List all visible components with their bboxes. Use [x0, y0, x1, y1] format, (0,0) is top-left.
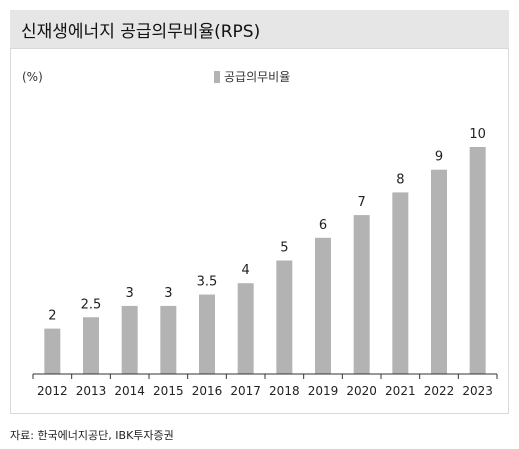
- category-label-2018: 2018: [269, 384, 300, 398]
- category-label-2022: 2022: [424, 384, 455, 398]
- value-label-2019: 6: [319, 218, 327, 233]
- bar-2022: [431, 169, 447, 374]
- category-labels-group: 2012 2013 2014 2015 2016 2017 2018 2019 2020 2021…: [37, 384, 493, 398]
- category-label-2017: 2017: [230, 384, 261, 398]
- value-label-2020: 7: [358, 195, 366, 210]
- value-label-2012: 2: [48, 309, 56, 324]
- category-label-2021: 2021: [385, 384, 416, 398]
- bar-2016: [199, 294, 215, 374]
- value-label-2016: 3.5: [197, 275, 218, 290]
- value-label-2021: 8: [396, 172, 404, 187]
- category-label-2023: 2023: [462, 384, 493, 398]
- bar-2020: [353, 215, 370, 374]
- value-label-2014: 3: [126, 286, 134, 301]
- title-bar: 신재생에너지 공급의무비율(RPS): [10, 10, 509, 48]
- value-label-2013: 2.5: [81, 297, 102, 312]
- bars-group: [44, 147, 486, 374]
- category-label-2012: 2012: [37, 384, 68, 398]
- value-labels-group: 2 2.5 3 3 3.5 4 5 6 7 8 9 10: [48, 127, 486, 324]
- y-unit-label: (%): [22, 70, 43, 84]
- value-label-2015: 3: [164, 286, 172, 301]
- legend: 공급의무비율: [214, 68, 290, 85]
- value-label-2022: 9: [435, 150, 443, 165]
- legend-swatch: [214, 70, 220, 83]
- category-label-2014: 2014: [114, 384, 145, 398]
- bar-2017: [237, 283, 254, 374]
- category-label-2020: 2020: [346, 384, 377, 398]
- x-ticks-group: [32, 374, 498, 379]
- category-label-2013: 2013: [76, 384, 107, 398]
- value-label-2023: 10: [469, 127, 486, 142]
- bar-2023: [469, 147, 486, 374]
- bar-2021: [392, 192, 409, 374]
- value-label-2017: 4: [242, 263, 250, 278]
- legend-label: 공급의무비율: [224, 70, 291, 84]
- bar-2015: [160, 305, 177, 374]
- bar-2018: [276, 260, 293, 374]
- category-label-2016: 2016: [192, 384, 223, 398]
- bar-2019: [315, 237, 331, 374]
- value-label-2018: 5: [280, 241, 288, 256]
- bar-2014: [121, 305, 138, 374]
- category-label-2019: 2019: [308, 384, 339, 398]
- chart-title: 신재생에너지 공급의무비율(RPS): [21, 22, 261, 42]
- bar-2012: [44, 328, 61, 374]
- bar-2013: [83, 317, 99, 374]
- category-label-2015: 2015: [153, 384, 184, 398]
- source-note: 자료: 한국에너지공단, IBK투자증권: [10, 429, 174, 442]
